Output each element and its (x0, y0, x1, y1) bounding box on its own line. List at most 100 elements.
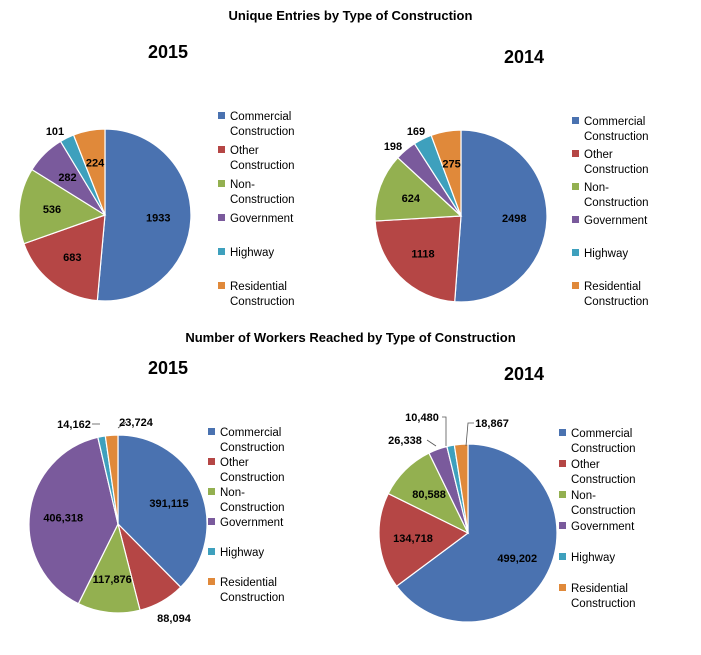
legend-label: Construction (584, 296, 649, 308)
data-label: 169 (407, 126, 425, 138)
legend-label: Construction (571, 505, 636, 517)
legend-swatch (208, 428, 215, 435)
legend-label: Construction (584, 131, 649, 143)
data-label: 117,876 (93, 574, 132, 586)
legend-swatch (208, 578, 215, 585)
pie-slice-commercial-construction (96, 128, 192, 302)
pie-slice-commercial-construction (454, 129, 548, 303)
legend-label: Construction (571, 443, 636, 455)
data-label: 282 (58, 172, 76, 184)
legend-swatch (218, 112, 225, 119)
data-label: 198 (384, 141, 402, 153)
data-label: 23,724 (119, 417, 154, 429)
data-label: 499,202 (497, 553, 537, 565)
pie-chart-3: 2014 499,202 134,718 80,588 26,338 10,480 18,8… (378, 364, 636, 623)
pie-chart-0: 2015 1933 683 536 282 101 224 Commercial Constru… (18, 42, 295, 308)
legend-label: Construction (584, 197, 649, 209)
pie-slice-residential-construction (104, 434, 119, 525)
data-label: 1118 (411, 248, 434, 260)
data-label: 18,867 (475, 418, 509, 430)
pie-slice-non-construction (18, 168, 107, 245)
data-label: 10,480 (405, 412, 439, 424)
pie-slice-residential-construction (430, 129, 462, 217)
legend-swatch (572, 282, 579, 289)
legend-label: Commercial (584, 116, 645, 128)
data-label: 391,115 (149, 498, 188, 510)
legend-label: Construction (220, 502, 285, 514)
legend-swatch (572, 150, 579, 157)
legend-label: Highway (220, 547, 264, 559)
legend-label: Government (230, 213, 294, 225)
legend-label: Construction (230, 160, 295, 172)
pie-chart-2: 2015 391,115 88,094 117,876 406,318 14,162 23,… (28, 358, 285, 625)
legend-swatch (559, 584, 566, 591)
data-label: 1933 (146, 212, 170, 224)
legend-label: Government (571, 521, 635, 533)
legend-label: Residential (584, 281, 641, 293)
legend-label: Other (220, 457, 249, 469)
data-label: 683 (63, 252, 81, 264)
data-label: 275 (442, 159, 460, 171)
legend-swatch (559, 491, 566, 498)
pie-slice-other-construction (378, 492, 470, 587)
legend-swatch (559, 522, 566, 529)
chart-year-title: 2015 (148, 358, 188, 378)
legend-label: Commercial (571, 428, 632, 440)
legend-label: Highway (571, 552, 615, 564)
legend-label: Non- (584, 182, 609, 194)
legend-swatch (572, 249, 579, 256)
data-label: 406,318 (43, 513, 83, 525)
data-label: 101 (46, 126, 64, 138)
legend-label: Construction (584, 164, 649, 176)
chart-year-title: 2014 (504, 364, 544, 384)
legend-label: Non- (571, 490, 596, 502)
data-label: 536 (43, 204, 61, 216)
legend-swatch (218, 214, 225, 221)
legend-label: Commercial (230, 111, 291, 123)
legend-label: Government (220, 517, 284, 529)
legend-swatch (559, 429, 566, 436)
legend-label: Construction (230, 126, 295, 138)
legend-swatch (218, 146, 225, 153)
legend-label: Other (230, 145, 259, 157)
data-label: 624 (402, 193, 421, 205)
legend-swatch (559, 460, 566, 467)
legend-label: Non- (230, 179, 255, 191)
legend-swatch (208, 518, 215, 525)
data-label: 134,718 (393, 533, 433, 545)
pie-chart-1: 2014 2498 1118 624 198 169 275 Commercial Constr… (374, 47, 649, 308)
legend-swatch (559, 553, 566, 560)
pie-slice-government (28, 436, 119, 605)
leader-line (442, 416, 447, 446)
legend-swatch (208, 458, 215, 465)
data-label: 88,094 (157, 613, 192, 625)
legend-label: Residential (220, 577, 277, 589)
legend-label: Other (571, 459, 600, 471)
pie-slice-residential-construction (72, 128, 106, 216)
data-label: 2498 (502, 213, 526, 225)
pie-slice-commercial-construction (117, 434, 208, 589)
legend-label: Construction (571, 598, 636, 610)
legend-swatch (572, 216, 579, 223)
legend-label: Non- (220, 487, 245, 499)
section-title-unique-entries: Unique Entries by Type of Construction (228, 8, 473, 23)
legend-swatch (208, 548, 215, 555)
data-label: 26,338 (388, 435, 422, 447)
legend-label: Other (584, 149, 613, 161)
legend-label: Highway (584, 248, 628, 260)
chart-year-title: 2014 (504, 47, 544, 67)
pie-slice-other-construction (23, 214, 106, 302)
legend-swatch (218, 180, 225, 187)
data-label: 80,588 (412, 489, 446, 501)
leader-line (117, 421, 127, 429)
legend-label: Construction (571, 474, 636, 486)
pie-slice-non-construction (77, 522, 141, 614)
legend-swatch (572, 183, 579, 190)
legend-label: Commercial (220, 427, 281, 439)
legend-label: Construction (220, 592, 285, 604)
data-label: 14,162 (57, 419, 91, 431)
legend-label: Government (584, 215, 648, 227)
legend-swatch (218, 282, 225, 289)
legend-label: Construction (220, 472, 285, 484)
